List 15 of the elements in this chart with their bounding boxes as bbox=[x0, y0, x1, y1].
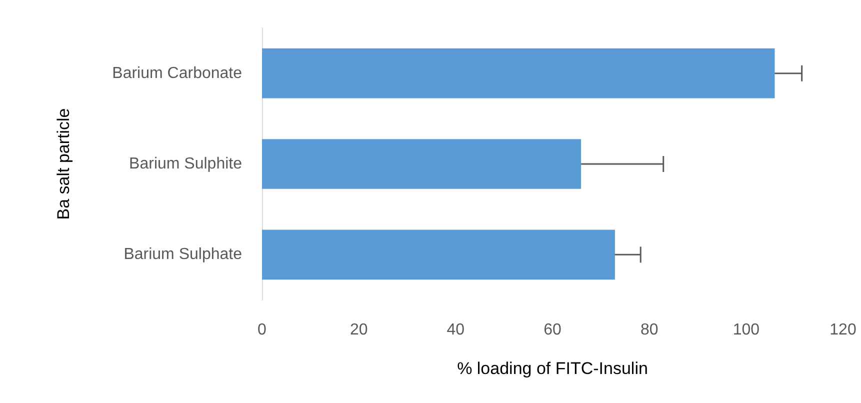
y-tick-label: Barium Sulphate bbox=[124, 246, 242, 264]
x-tick-label: 80 bbox=[640, 322, 658, 338]
bar bbox=[262, 139, 582, 189]
x-axis-title: % loading of FITC-Insulin bbox=[457, 359, 648, 378]
y-tick-label: Barium Sulphite bbox=[129, 156, 242, 172]
x-tick-label: 20 bbox=[350, 322, 368, 338]
bar bbox=[262, 48, 775, 98]
x-tick-label: 60 bbox=[544, 322, 562, 338]
x-tick-label: 100 bbox=[732, 322, 760, 338]
x-tick-label: 120 bbox=[830, 322, 856, 338]
x-tick-label: 40 bbox=[446, 322, 465, 338]
x-tick-label: 0 bbox=[258, 322, 267, 338]
y-axis-title: Ba salt particle bbox=[54, 108, 73, 220]
y-tick-label: Barium Carbonate bbox=[112, 64, 242, 82]
bar bbox=[262, 230, 615, 280]
